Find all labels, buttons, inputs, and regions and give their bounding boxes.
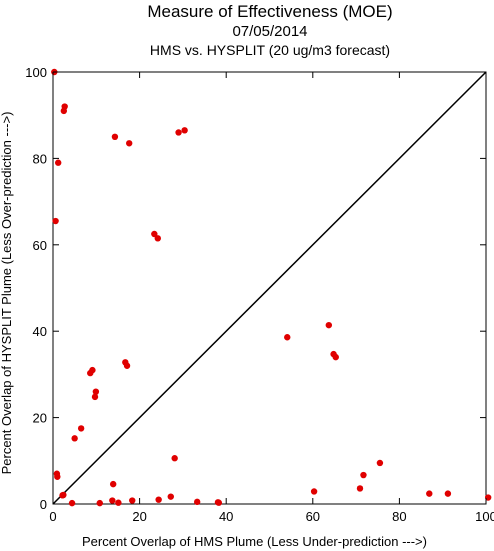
data-point — [151, 230, 158, 238]
y-tick-label: 80 — [33, 151, 47, 166]
chart-subtitle: HMS vs. HYSPLIT (20 ug/m3 forecast) — [149, 42, 391, 58]
diagonal-reference-line — [52, 71, 487, 505]
y-tick-label: 0 — [40, 497, 47, 512]
data-point — [109, 497, 116, 504]
data-point — [376, 459, 384, 467]
x-tick-label: 60 — [306, 509, 320, 524]
data-point — [68, 499, 76, 507]
data-point — [167, 493, 174, 500]
data-point — [310, 488, 318, 495]
data-point — [332, 353, 339, 361]
data-point — [181, 127, 188, 134]
x-tick-label: 0 — [49, 509, 56, 524]
data-point — [360, 471, 367, 479]
data-point — [52, 217, 59, 225]
x-axis-label: Percent Overlap of HMS Plume (Less Under… — [82, 534, 427, 549]
data-point — [444, 490, 452, 497]
x-tick-label: 20 — [132, 509, 146, 524]
chart-date: 07/05/2014 — [232, 23, 308, 40]
y-axis-label: Percent Overlap of HYSPLIT Plume (Less O… — [0, 112, 14, 475]
data-point — [426, 490, 433, 497]
plot-frame — [52, 71, 487, 505]
data-point — [91, 393, 99, 401]
data-point — [215, 499, 223, 506]
data-point — [109, 480, 117, 488]
data-point — [77, 425, 85, 432]
data-point — [126, 140, 133, 147]
data-point — [193, 498, 201, 506]
data-point — [111, 133, 119, 140]
data-point — [155, 496, 162, 503]
x-tick-label: 40 — [219, 509, 233, 524]
data-point — [356, 485, 364, 492]
data-point — [154, 235, 161, 242]
x-tick-label: 80 — [392, 509, 406, 524]
y-tick-label: 100 — [25, 65, 47, 80]
data-point — [71, 435, 78, 442]
data-point — [92, 388, 100, 395]
data-point — [87, 369, 94, 377]
data-point — [171, 455, 178, 462]
data-point — [175, 129, 182, 136]
data-point — [115, 499, 122, 506]
data-point — [284, 334, 291, 341]
data-point — [123, 362, 131, 369]
data-point — [54, 159, 62, 166]
x-tick-label: 100 — [475, 509, 494, 524]
data-point — [60, 107, 68, 115]
y-tick-label: 60 — [33, 238, 47, 253]
data-point — [96, 499, 103, 507]
data-point — [325, 321, 333, 329]
chart-title: Measure of Effectiveness (MOE) — [147, 2, 393, 21]
data-point — [59, 492, 66, 499]
y-tick-label: 40 — [33, 324, 47, 339]
data-point — [484, 494, 492, 501]
y-tick-label: 20 — [33, 411, 47, 426]
data-point — [54, 473, 61, 480]
data-point — [129, 497, 136, 504]
